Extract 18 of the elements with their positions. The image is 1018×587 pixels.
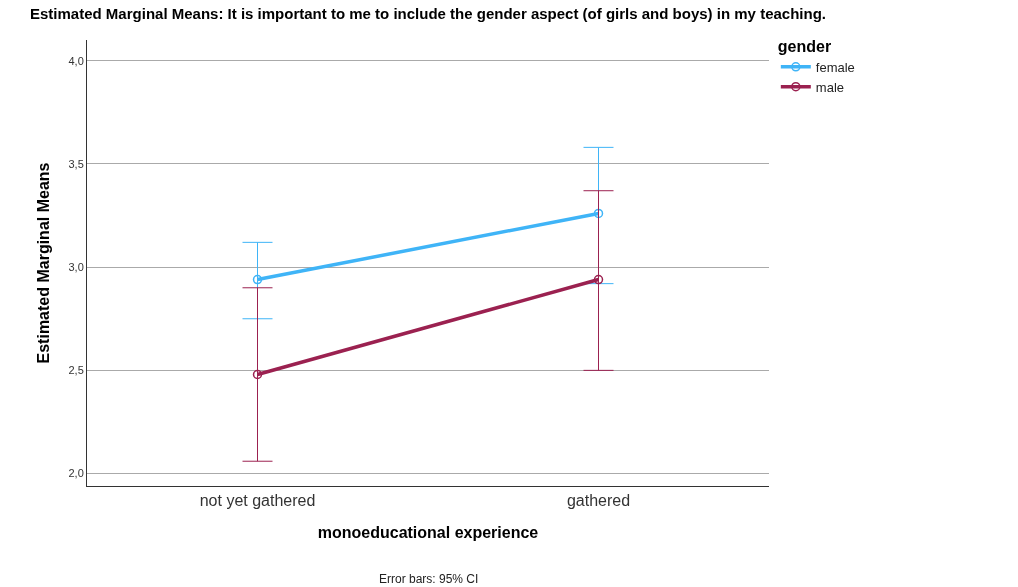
point bbox=[252, 369, 263, 380]
legend-label: male bbox=[815, 79, 845, 95]
chart-title: Estimated Marginal Means: It is important to me to include the gender aspect (of girls and boys) in my teaching. bbox=[30, 5, 826, 23]
y-tick-label: 3,0 bbox=[68, 260, 84, 273]
legend-title: gender bbox=[777, 37, 832, 55]
y-axis-title: Estimated Marginal Means bbox=[35, 162, 53, 364]
legend-label: female bbox=[815, 59, 855, 75]
point bbox=[593, 208, 604, 219]
x-tick-label: gathered bbox=[566, 492, 631, 510]
y-tick-label: 2,5 bbox=[68, 364, 84, 377]
y-tick-label: 4,0 bbox=[68, 54, 84, 67]
point bbox=[593, 274, 604, 285]
y-tick-label: 3,5 bbox=[68, 157, 84, 170]
y-tick-label: 2,0 bbox=[68, 467, 84, 480]
x-axis-title: monoeducational experience bbox=[317, 523, 539, 541]
x-tick-label: not yet gathered bbox=[199, 492, 316, 510]
point bbox=[252, 274, 263, 285]
text: Error bars: 95% CI bbox=[379, 572, 479, 586]
